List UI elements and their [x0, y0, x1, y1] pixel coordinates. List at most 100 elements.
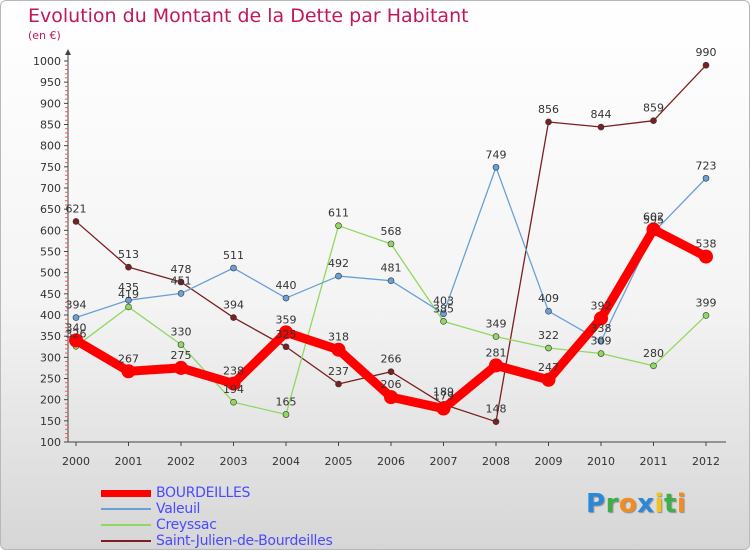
data-label: 148 [486, 403, 507, 416]
y-tick-label: 750 [40, 161, 61, 174]
data-label: 399 [696, 296, 717, 309]
data-label: 338 [591, 322, 612, 335]
series-point-0 [646, 222, 661, 237]
y-tick-label: 850 [40, 119, 61, 132]
data-label: 340 [66, 321, 87, 334]
data-label: 266 [381, 353, 402, 366]
series-point-3 [650, 117, 657, 124]
y-tick-label: 150 [40, 415, 61, 428]
data-label: 349 [486, 318, 507, 331]
series-point-2 [702, 312, 710, 319]
data-label: 392 [591, 299, 612, 312]
series-point-2 [650, 362, 657, 370]
data-label: 568 [381, 225, 402, 238]
y-tick-label: 450 [40, 288, 61, 301]
series-point-3 [282, 343, 290, 351]
series-point-0 [541, 372, 556, 387]
series-point-3 [125, 263, 132, 271]
series-markers [69, 61, 713, 425]
series-point-2 [335, 222, 342, 229]
data-label: 194 [223, 383, 244, 396]
legend-swatch [101, 508, 151, 510]
data-label: 602 [643, 210, 664, 223]
data-label: 385 [433, 302, 454, 315]
series-point-1 [597, 337, 605, 345]
series-point-1 [282, 294, 290, 302]
series-point-3 [545, 118, 552, 126]
data-label: 403 [433, 295, 454, 308]
series-point-1 [387, 277, 395, 285]
y-tick-label: 200 [40, 394, 61, 407]
legend-label: BOURDEILLES [156, 485, 251, 501]
y-tick-label: 900 [40, 97, 61, 110]
y-tick-label: 100 [40, 436, 61, 449]
data-label: 359 [276, 313, 297, 326]
series-point-1 [72, 314, 80, 321]
series-point-2 [597, 350, 605, 357]
series-point-0 [436, 401, 451, 416]
data-label: 309 [591, 335, 612, 348]
series-point-2 [177, 341, 185, 348]
series-point-1 [440, 310, 447, 318]
data-label: 325 [276, 328, 297, 341]
y-tick-label: 1000 [33, 55, 61, 68]
y-tick-label: 500 [40, 267, 61, 280]
data-label: 275 [171, 349, 192, 362]
data-label: 990 [696, 46, 717, 59]
data-label: 281 [486, 346, 507, 359]
data-label: 538 [696, 238, 717, 251]
data-label: 859 [643, 102, 664, 115]
chart-subtitle: (en €) [28, 29, 61, 42]
data-label: 179 [433, 390, 454, 403]
data-label: 451 [171, 274, 192, 287]
data-label: 723 [696, 159, 717, 172]
series-point-3 [492, 418, 500, 425]
series-point-3 [72, 218, 80, 225]
data-label: 267 [118, 352, 139, 365]
legend-swatch [101, 540, 151, 542]
y-tick-label: 800 [40, 140, 61, 153]
data-label: 394 [66, 299, 87, 312]
series-point-3 [177, 278, 185, 286]
series-point-0 [331, 342, 346, 357]
series-point-3 [702, 61, 710, 69]
series-point-2 [125, 303, 132, 311]
data-label: 621 [66, 202, 87, 215]
series-point-0 [279, 325, 293, 340]
x-tick-label: 2004 [272, 455, 300, 468]
series-point-1 [125, 296, 132, 304]
series-point-1 [335, 272, 342, 280]
series-point-3 [230, 314, 237, 321]
series-point-1 [177, 290, 185, 297]
y-tick-label: 650 [40, 203, 61, 216]
series-point-1 [702, 174, 710, 182]
logo-letter: o [618, 489, 638, 519]
series-point-2 [387, 240, 395, 248]
legend-swatch [101, 489, 151, 497]
axes: 100 150 200 250 300 350 400 450 500 550 600 650 700 7… [33, 49, 726, 468]
data-label: 330 [171, 326, 192, 339]
x-tick-label: 2010 [587, 455, 615, 468]
series-line-1 [75, 166, 707, 342]
chart-title: Evolution du Montant de la Dette par Hab… [28, 5, 469, 27]
data-label: 206 [381, 378, 402, 391]
y-tick-label: 950 [40, 76, 61, 89]
logo-letter: i [676, 489, 687, 519]
y-tick-label: 600 [40, 224, 61, 237]
legend-swatch [101, 524, 151, 526]
y-tick-label: 550 [40, 246, 61, 259]
series-point-2 [545, 344, 552, 352]
data-label: 318 [328, 331, 349, 344]
data-label: 513 [118, 248, 139, 261]
data-label: 492 [328, 257, 349, 270]
data-label: 165 [276, 395, 297, 408]
data-label: 238 [223, 365, 244, 378]
x-tick-label: 2009 [535, 455, 563, 468]
legend-label: Valeuil [156, 501, 201, 517]
x-tick-label: 2005 [325, 455, 353, 468]
series-point-1 [492, 163, 500, 171]
y-tick-label: 350 [40, 330, 61, 343]
data-label: 440 [276, 279, 297, 292]
data-label: 394 [223, 299, 244, 312]
